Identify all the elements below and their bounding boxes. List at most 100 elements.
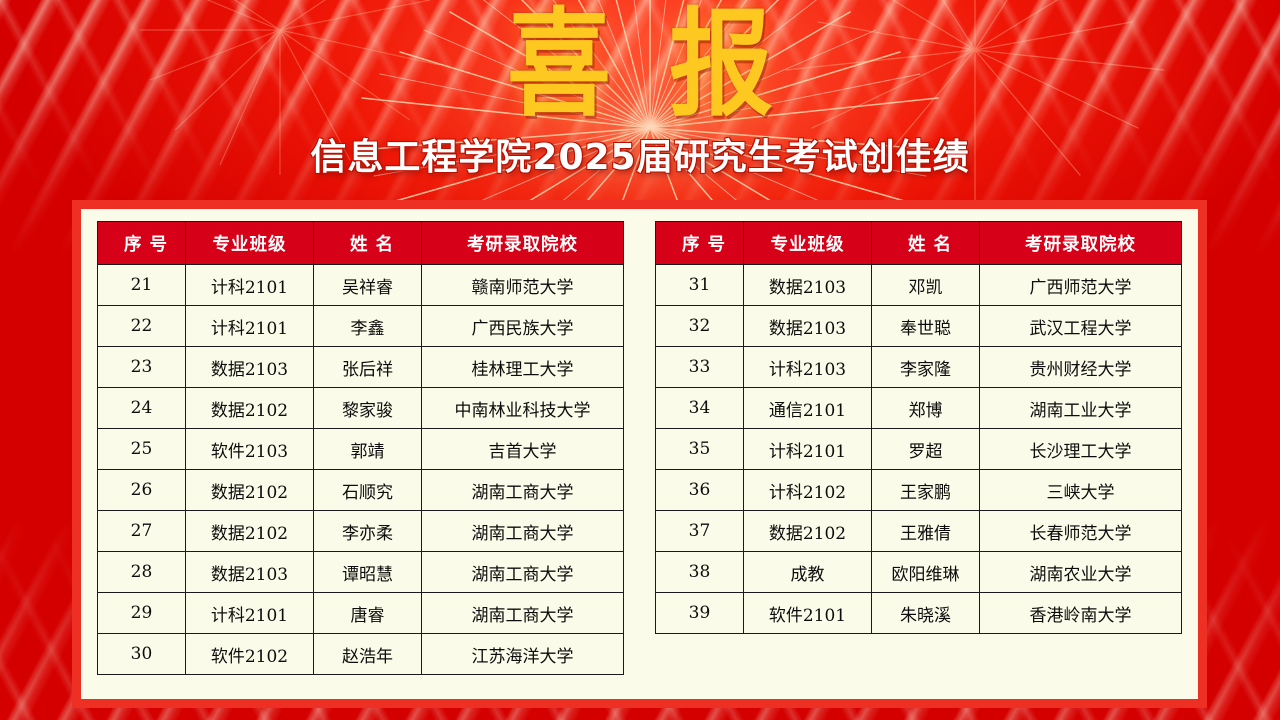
cell-name: 赵浩年 (313, 633, 422, 675)
cell-class: 数据2102 (743, 510, 872, 552)
cell-university: 香港岭南大学 (979, 592, 1182, 634)
cell-class: 计科2101 (743, 428, 872, 470)
column-header-name: 姓 名 (871, 221, 980, 265)
cell-university: 三峡大学 (979, 469, 1182, 511)
cell-university: 江苏海洋大学 (421, 633, 624, 675)
cell-class: 数据2102 (185, 510, 314, 552)
column-header-university: 考研录取院校 (979, 221, 1182, 265)
cell-university: 武汉工程大学 (979, 305, 1182, 347)
column-header-university: 考研录取院校 (421, 221, 624, 265)
cell-class: 软件2102 (185, 633, 314, 675)
table-row: 31 数据2103 邓凯 广西师范大学 (655, 264, 1182, 306)
cell-university: 广西民族大学 (421, 305, 624, 347)
column-header-class: 专业班级 (743, 221, 872, 265)
cell-class: 数据2102 (185, 469, 314, 511)
cell-name: 奉世聪 (871, 305, 980, 347)
table-header-row: 序 号 专业班级 姓 名 考研录取院校 (655, 221, 1182, 265)
cell-university: 长春师范大学 (979, 510, 1182, 552)
table-row: 36 计科2102 王家鹏 三峡大学 (655, 469, 1182, 511)
headline-xibao: 喜报 (506, 0, 831, 133)
cell-class: 计科2101 (185, 592, 314, 634)
cell-no: 25 (97, 428, 186, 470)
table-row: 21 计科2101 吴祥睿 赣南师范大学 (97, 264, 624, 306)
cell-name: 黎家骏 (313, 387, 422, 429)
cell-no: 31 (655, 264, 744, 306)
cell-university: 中南林业科技大学 (421, 387, 624, 429)
cell-no: 36 (655, 469, 744, 511)
table-right: 序 号 专业班级 姓 名 考研录取院校 31 数据2103 邓凯 广西师范大学 … (655, 221, 1182, 634)
table-row: 38 成教 欧阳维琳 湖南农业大学 (655, 551, 1182, 593)
table-row: 28 数据2103 谭昭慧 湖南工商大学 (97, 551, 624, 593)
cell-name: 张后祥 (313, 346, 422, 388)
cell-class: 计科2103 (743, 346, 872, 388)
cell-no: 34 (655, 387, 744, 429)
cell-university: 湖南工商大学 (421, 469, 624, 511)
table-row: 22 计科2101 李鑫 广西民族大学 (97, 305, 624, 347)
cell-university: 湖南工商大学 (421, 592, 624, 634)
cell-no: 29 (97, 592, 186, 634)
cell-university: 湖南农业大学 (979, 551, 1182, 593)
cell-class: 软件2103 (185, 428, 314, 470)
cell-university: 桂林理工大学 (421, 346, 624, 388)
cell-name: 郑博 (871, 387, 980, 429)
cell-class: 数据2103 (743, 305, 872, 347)
table-row: 23 数据2103 张后祥 桂林理工大学 (97, 346, 624, 388)
cell-class: 成教 (743, 551, 872, 593)
cell-university: 赣南师范大学 (421, 264, 624, 306)
cell-name: 李家隆 (871, 346, 980, 388)
cell-university: 湖南工业大学 (979, 387, 1182, 429)
column-header-name: 姓 名 (313, 221, 422, 265)
cell-no: 23 (97, 346, 186, 388)
cell-class: 数据2103 (185, 346, 314, 388)
cell-university: 贵州财经大学 (979, 346, 1182, 388)
cell-no: 32 (655, 305, 744, 347)
cell-university: 湖南工商大学 (421, 510, 624, 552)
table-row: 32 数据2103 奉世聪 武汉工程大学 (655, 305, 1182, 347)
cell-university: 广西师范大学 (979, 264, 1182, 306)
table-left: 序 号 专业班级 姓 名 考研录取院校 21 计科2101 吴祥睿 赣南师范大学… (97, 221, 624, 675)
table-row: 39 软件2101 朱晓溪 香港岭南大学 (655, 592, 1182, 634)
cell-university: 长沙理工大学 (979, 428, 1182, 470)
cell-no: 33 (655, 346, 744, 388)
cell-name: 李鑫 (313, 305, 422, 347)
table-row: 25 软件2103 郭靖 吉首大学 (97, 428, 624, 470)
column-header-class: 专业班级 (185, 221, 314, 265)
table-row: 27 数据2102 李亦柔 湖南工商大学 (97, 510, 624, 552)
cell-name: 王家鹏 (871, 469, 980, 511)
cell-class: 数据2102 (185, 387, 314, 429)
cell-class: 软件2101 (743, 592, 872, 634)
cell-no: 26 (97, 469, 186, 511)
cell-class: 数据2103 (743, 264, 872, 306)
table-row: 33 计科2103 李家隆 贵州财经大学 (655, 346, 1182, 388)
cell-name: 吴祥睿 (313, 264, 422, 306)
cell-university: 湖南工商大学 (421, 551, 624, 593)
cell-no: 24 (97, 387, 186, 429)
table-row: 24 数据2102 黎家骏 中南林业科技大学 (97, 387, 624, 429)
table-row: 30 软件2102 赵浩年 江苏海洋大学 (97, 633, 624, 675)
cell-no: 35 (655, 428, 744, 470)
cell-name: 石顺究 (313, 469, 422, 511)
cell-no: 28 (97, 551, 186, 593)
table-row: 26 数据2102 石顺究 湖南工商大学 (97, 469, 624, 511)
cell-no: 30 (97, 633, 186, 675)
column-header-no: 序 号 (655, 221, 744, 265)
cell-class: 计科2101 (185, 305, 314, 347)
cell-class: 计科2101 (185, 264, 314, 306)
table-row: 37 数据2102 王雅倩 长春师范大学 (655, 510, 1182, 552)
cell-no: 21 (97, 264, 186, 306)
table-header-row: 序 号 专业班级 姓 名 考研录取院校 (97, 221, 624, 265)
cell-name: 谭昭慧 (313, 551, 422, 593)
cell-name: 朱晓溪 (871, 592, 980, 634)
table-row: 29 计科2101 唐睿 湖南工商大学 (97, 592, 624, 634)
cell-name: 罗超 (871, 428, 980, 470)
cell-class: 通信2101 (743, 387, 872, 429)
cell-name: 欧阳维琳 (871, 551, 980, 593)
cell-no: 27 (97, 510, 186, 552)
cell-name: 李亦柔 (313, 510, 422, 552)
cell-class: 计科2102 (743, 469, 872, 511)
cell-class: 数据2103 (185, 551, 314, 593)
column-header-no: 序 号 (97, 221, 186, 265)
cell-name: 邓凯 (871, 264, 980, 306)
cell-name: 郭靖 (313, 428, 422, 470)
